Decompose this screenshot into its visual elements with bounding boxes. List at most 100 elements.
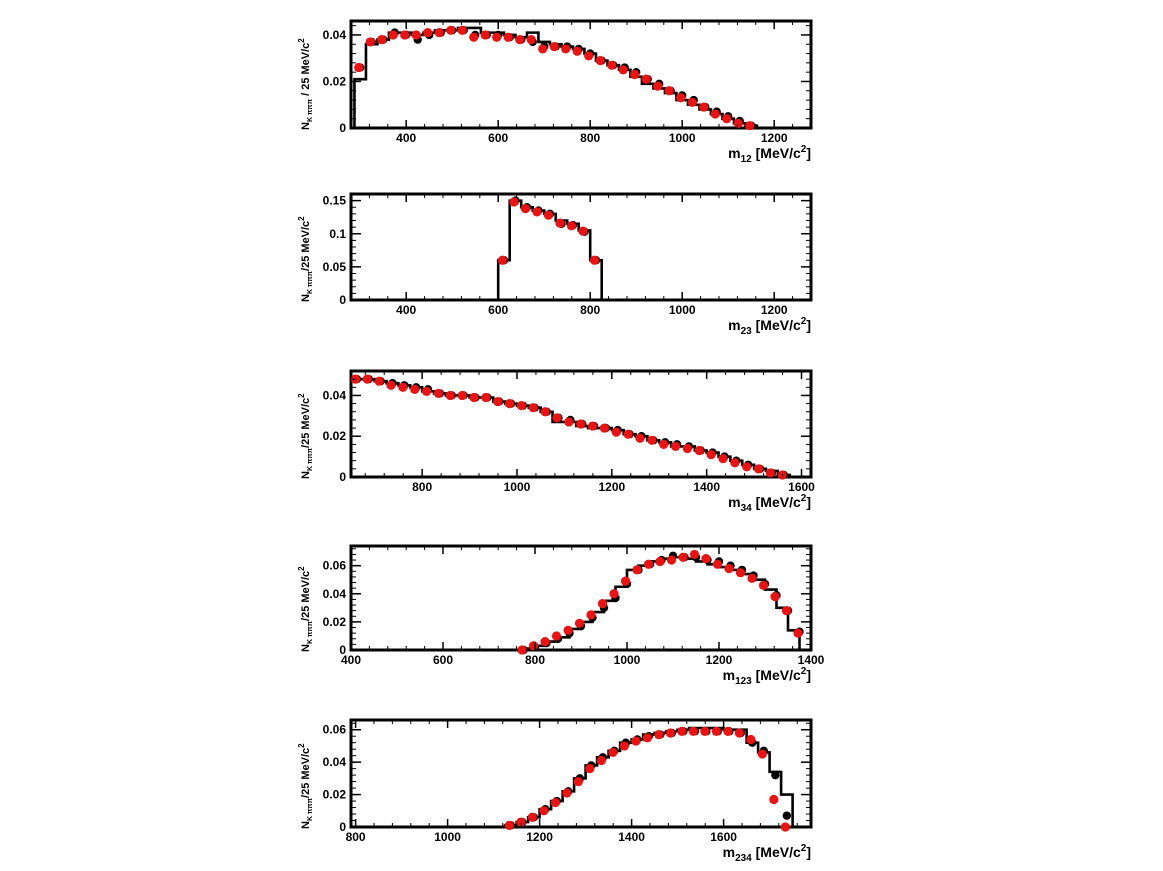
- x-tick-label: 800: [346, 830, 366, 844]
- y-tick-label: 0.06: [323, 723, 347, 737]
- red-data-point: [423, 28, 433, 38]
- red-data-point: [362, 374, 372, 384]
- red-data-point: [434, 28, 444, 38]
- y-tick-label: 0.04: [323, 388, 347, 402]
- red-data-point: [733, 118, 743, 128]
- red-data-point: [492, 32, 502, 42]
- x-tick-label: 400: [341, 653, 361, 667]
- red-data-point: [677, 726, 687, 736]
- red-data-point: [724, 563, 734, 574]
- red-data-point: [573, 777, 583, 787]
- red-data-point: [734, 728, 744, 738]
- red-data-point: [539, 806, 549, 816]
- red-data-point: [410, 384, 420, 394]
- red-data-point: [550, 798, 560, 808]
- red-data-point: [587, 421, 598, 431]
- y-tick-label: 0.02: [323, 74, 347, 88]
- red-data-point: [599, 423, 609, 433]
- x-tick-label: 800: [412, 480, 432, 494]
- red-data-point: [504, 399, 515, 409]
- red-data-point: [552, 413, 562, 423]
- red-data-point: [689, 549, 700, 560]
- x-tick-label: 1000: [504, 480, 531, 494]
- red-data-point: [678, 552, 688, 562]
- x-tick-label: 1000: [669, 303, 696, 317]
- red-data-point: [481, 392, 491, 403]
- x-tick-label: 800: [580, 131, 600, 145]
- red-data-point: [653, 81, 663, 91]
- red-data-point: [585, 764, 595, 774]
- red-data-point: [770, 591, 780, 602]
- x-tick-label: 800: [525, 653, 545, 667]
- red-data-point: [532, 207, 542, 217]
- red-data-point: [630, 69, 640, 80]
- red-data-point: [655, 556, 665, 567]
- y-tick-label: 0: [339, 470, 346, 484]
- red-data-point: [400, 30, 410, 40]
- red-data-point: [631, 736, 641, 746]
- red-data-point: [480, 30, 490, 40]
- y-tick-label: 0.1: [329, 227, 346, 241]
- black-data-point: [771, 770, 780, 780]
- x-tick-label: 1200: [526, 830, 553, 844]
- red-data-point: [597, 599, 608, 609]
- red-data-point: [699, 102, 709, 112]
- red-data-point: [421, 386, 432, 396]
- red-data-point: [377, 35, 387, 45]
- red-data-point: [528, 403, 538, 413]
- red-data-point: [561, 44, 571, 54]
- red-data-point: [584, 51, 594, 61]
- x-axis-title: m34 [MeV/c2]: [728, 493, 811, 514]
- red-data-point: [747, 573, 757, 583]
- y-tick-label: 0: [339, 121, 346, 135]
- red-data-point: [576, 419, 586, 429]
- red-data-point: [562, 788, 572, 798]
- red-data-point: [746, 734, 756, 745]
- red-data-point: [623, 429, 633, 439]
- red-data-point: [457, 390, 467, 401]
- x-axis-title: m12 [MeV/c2]: [728, 144, 811, 165]
- red-data-point: [620, 576, 631, 586]
- red-data-point: [793, 628, 803, 638]
- x-axis-title: m234 [MeV/c2]: [723, 843, 811, 864]
- red-data-point: [659, 439, 669, 449]
- red-data-point: [745, 121, 755, 131]
- x-tick-label: 400: [396, 303, 416, 317]
- y-tick-label: 0.02: [323, 788, 347, 802]
- red-data-point: [664, 86, 674, 96]
- red-data-point: [564, 417, 574, 427]
- red-data-point: [758, 580, 769, 590]
- red-data-point: [618, 65, 628, 75]
- x-tick-label: 1000: [669, 131, 696, 145]
- red-data-point: [566, 221, 577, 231]
- y-tick-label: 0.02: [323, 615, 347, 629]
- red-data-point: [596, 755, 606, 766]
- red-data-point: [538, 44, 548, 54]
- x-tick-label: 600: [488, 131, 508, 145]
- red-data-point: [497, 255, 508, 265]
- y-axis-title: NK πππ/25 MeV/c2: [297, 216, 314, 302]
- red-data-point: [710, 109, 720, 119]
- red-data-point: [517, 645, 527, 655]
- red-data-point: [445, 390, 455, 401]
- x-axis-title: m23 [MeV/c2]: [728, 316, 811, 337]
- x-tick-label: 1400: [693, 480, 720, 494]
- red-data-point: [769, 794, 779, 805]
- red-data-point: [647, 435, 657, 445]
- x-tick-label: 600: [488, 303, 508, 317]
- panel-1: 400 600 800 1000 1200 0 0.02 0.04 m12 [MeV/c2] NK…: [297, 19, 813, 165]
- x-tick-label: 1200: [761, 303, 788, 317]
- y-tick-label: 0.04: [323, 587, 347, 601]
- red-data-point: [493, 396, 503, 407]
- red-data-point: [711, 726, 721, 736]
- red-data-point: [643, 559, 654, 569]
- red-data-point: [354, 62, 364, 73]
- red-data-point: [730, 458, 740, 468]
- black-data-point: [782, 811, 792, 820]
- red-data-point: [527, 812, 537, 822]
- x-tick-label: 400: [396, 131, 416, 145]
- panel-4: 400 600 800 1000 1200 1400 0 0.02 0.04 0.06 m123 […: [297, 544, 825, 687]
- red-data-point: [670, 441, 681, 452]
- x-tick-label: 1000: [614, 653, 641, 667]
